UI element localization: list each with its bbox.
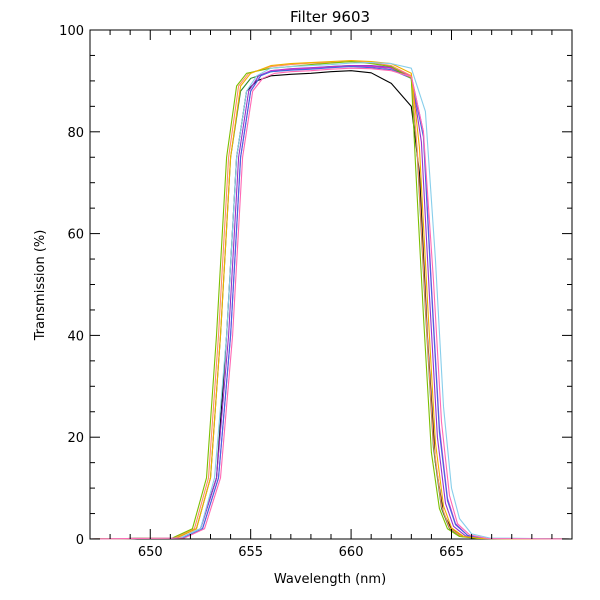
x-tick-label: 655 <box>238 545 263 560</box>
plot-frame <box>89 29 573 540</box>
x-axis-label: Wavelength (nm) <box>274 572 386 587</box>
series-line-2 <box>89 65 573 540</box>
chart-title: Filter 9603 <box>290 8 370 26</box>
y-tick-label: 20 <box>67 431 84 446</box>
x-tick-label: 665 <box>439 545 464 560</box>
series-line-5 <box>89 66 573 540</box>
y-axis-label: Transmission (%) <box>33 230 48 342</box>
series-line-1 <box>89 70 573 540</box>
ticks-layer: 650 655 660 665 0 20 40 60 80 100 <box>59 24 573 560</box>
x-tick-label: 660 <box>339 545 364 560</box>
series-line-4 <box>89 65 573 540</box>
series-line-6 <box>89 61 573 540</box>
y-tick-label: 60 <box>67 228 84 243</box>
series-line-10 <box>89 67 573 540</box>
y-tick-label: 100 <box>59 24 84 39</box>
x-tick-label: 650 <box>138 545 163 560</box>
y-tick-label: 40 <box>67 329 84 344</box>
series-line-7 <box>89 61 573 540</box>
series-line-9 <box>89 62 573 540</box>
y-tick-label: 0 <box>76 533 84 548</box>
y-tick-label: 80 <box>67 126 84 141</box>
axes-layer <box>89 29 573 540</box>
series-line-8 <box>89 59 573 540</box>
series-line-3 <box>89 65 573 540</box>
series-layer <box>89 59 573 540</box>
